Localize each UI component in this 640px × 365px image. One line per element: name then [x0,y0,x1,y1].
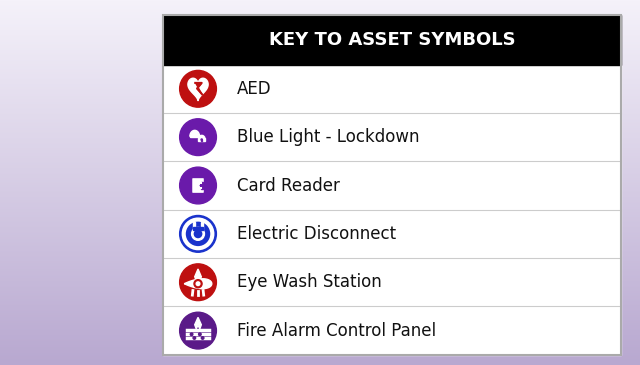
Text: Fire Alarm Control Panel: Fire Alarm Control Panel [237,322,436,339]
Bar [198,138,205,141]
Circle shape [201,139,202,140]
Circle shape [190,333,193,335]
Bar [193,227,203,230]
Bar [202,181,203,189]
Circle shape [195,230,202,238]
Circle shape [180,119,216,155]
Polygon shape [195,269,202,281]
Text: KEY TO ASSET SYMBOLS: KEY TO ASSET SYMBOLS [269,31,515,49]
Polygon shape [188,78,208,101]
Circle shape [180,215,216,252]
Circle shape [180,264,216,301]
Circle shape [196,282,200,285]
Polygon shape [184,279,212,289]
Bar [194,184,201,188]
Bar [193,222,195,229]
Circle shape [180,167,216,204]
Circle shape [191,227,204,240]
FancyBboxPatch shape [193,179,203,192]
Text: Eye Wash Station: Eye Wash Station [237,273,381,291]
Bar [163,15,621,65]
Circle shape [180,312,216,349]
Text: Blue Light - Lockdown: Blue Light - Lockdown [237,128,419,146]
Circle shape [198,333,201,335]
Text: AED: AED [237,80,271,98]
Polygon shape [190,130,200,136]
Text: Electric Disconnect: Electric Disconnect [237,225,396,243]
Circle shape [202,337,204,339]
Bar [201,222,203,229]
Circle shape [194,280,202,288]
Polygon shape [195,317,202,329]
Bar [163,15,621,355]
Polygon shape [196,83,202,94]
Text: Card Reader: Card Reader [237,177,340,195]
Bar [163,65,621,355]
Bar [190,136,200,137]
Circle shape [193,337,196,339]
Circle shape [180,70,216,107]
